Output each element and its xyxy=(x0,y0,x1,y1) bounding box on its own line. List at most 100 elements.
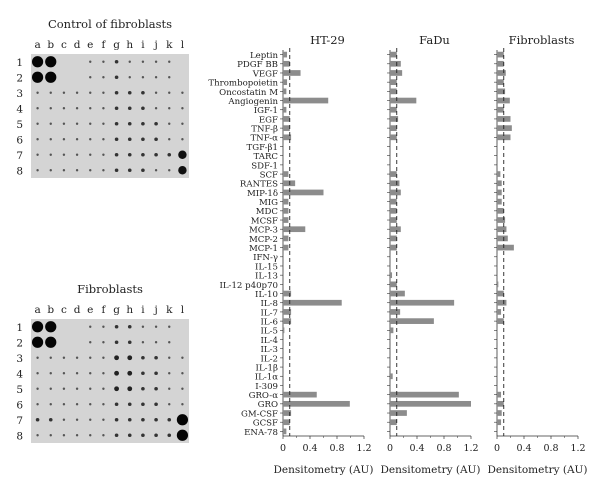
blot-dot xyxy=(31,321,44,333)
blot-column-label: l xyxy=(181,39,185,51)
blot-dot xyxy=(114,121,119,126)
blot-dot xyxy=(102,153,105,156)
blot-dot xyxy=(45,336,57,348)
bar xyxy=(283,318,292,324)
category-label: GRO xyxy=(258,400,278,410)
bar xyxy=(283,364,284,370)
blot-column-label: g xyxy=(113,304,120,316)
blot-dot xyxy=(181,372,184,375)
bar xyxy=(497,318,504,324)
bar xyxy=(497,244,514,251)
bar xyxy=(497,263,498,269)
category-label: IL-1β xyxy=(256,363,278,373)
blot-column-label: k xyxy=(166,39,173,51)
blot-dot xyxy=(62,107,66,110)
blot-column-label: b xyxy=(47,304,54,316)
category-label: GCSF xyxy=(253,419,278,429)
blot-dot xyxy=(181,387,184,390)
blot-dot xyxy=(102,434,105,437)
blot-dot xyxy=(75,356,79,359)
bar xyxy=(283,263,284,269)
blot-dot xyxy=(89,434,92,437)
bar xyxy=(283,217,289,223)
bar xyxy=(390,290,405,297)
blot-dot xyxy=(48,417,53,422)
blot-title: Control of fibroblasts xyxy=(48,17,172,31)
category-label: IL-6 xyxy=(261,318,278,328)
bar xyxy=(390,419,397,426)
blot-dot xyxy=(36,387,39,390)
bar xyxy=(283,355,284,361)
blot-dot xyxy=(127,152,132,157)
category-label: MIG xyxy=(259,198,278,208)
panel-2: FaDu 0 0.4 0.8 1.2 Densitometry (AU) xyxy=(381,33,481,476)
blot-dot xyxy=(36,372,39,375)
bar xyxy=(390,51,397,58)
bar xyxy=(497,327,498,334)
bar xyxy=(497,272,498,279)
blot-column-label: h xyxy=(126,39,133,51)
blot-row-label: 2 xyxy=(16,72,23,84)
blot-dot xyxy=(154,386,158,391)
blot-dot xyxy=(141,60,145,63)
blot-dot xyxy=(141,152,145,157)
blot-dot xyxy=(154,76,158,79)
blot-dot xyxy=(168,122,171,125)
bar xyxy=(283,345,284,352)
blot-dot xyxy=(89,341,92,344)
bar xyxy=(497,345,498,352)
blot-dot xyxy=(168,341,171,344)
blot-dot xyxy=(154,417,158,422)
bar xyxy=(283,125,290,131)
blot-dot xyxy=(49,122,52,125)
blot-row-label: 3 xyxy=(16,88,23,100)
bar xyxy=(283,189,324,196)
x-tick-label: 0.4 xyxy=(302,443,317,454)
bar xyxy=(283,428,287,435)
category-label: IL-13 xyxy=(255,272,278,282)
category-label: ENA-78 xyxy=(244,428,278,438)
blot-dot xyxy=(89,325,92,328)
bar xyxy=(390,318,434,324)
bar xyxy=(390,125,397,131)
bar xyxy=(497,152,498,159)
blot-dot xyxy=(168,325,171,328)
bar xyxy=(283,382,284,389)
blot-dot xyxy=(167,417,172,422)
blot-dot xyxy=(49,434,52,437)
panel-title: Fibroblasts xyxy=(509,33,575,47)
blot-dot xyxy=(141,90,145,95)
blot-dot xyxy=(102,387,105,390)
bar xyxy=(497,400,504,407)
blot-dot xyxy=(89,372,92,375)
blot-dot xyxy=(89,60,92,63)
blot-column-label: a xyxy=(34,304,40,316)
category-label: IL-3 xyxy=(261,345,278,355)
blot-dot xyxy=(36,91,39,94)
x-axis-label: Densitometry (AU) xyxy=(488,464,588,476)
bar xyxy=(390,97,417,104)
bar xyxy=(283,134,292,141)
bar xyxy=(283,290,292,297)
blot-row-label: 1 xyxy=(16,322,23,334)
blot-column-label: f xyxy=(101,304,106,316)
blot-dot xyxy=(114,355,119,361)
bar xyxy=(283,299,342,306)
blot-dot xyxy=(127,340,132,345)
category-label: GRO-α xyxy=(249,391,279,401)
blot-dot xyxy=(141,76,145,79)
blot-dot xyxy=(62,434,66,437)
bar xyxy=(497,79,504,86)
blot-row-label: 5 xyxy=(16,119,23,131)
blot-dot xyxy=(127,433,132,438)
blot-column-label: k xyxy=(166,304,173,316)
blot-dot xyxy=(176,414,189,426)
bar xyxy=(497,134,511,141)
bar xyxy=(390,60,401,67)
bar xyxy=(283,79,288,86)
bar xyxy=(390,189,401,196)
blot-row-label: 4 xyxy=(16,103,23,115)
blot-dot xyxy=(127,386,133,392)
blot-column-label: i xyxy=(141,39,145,51)
